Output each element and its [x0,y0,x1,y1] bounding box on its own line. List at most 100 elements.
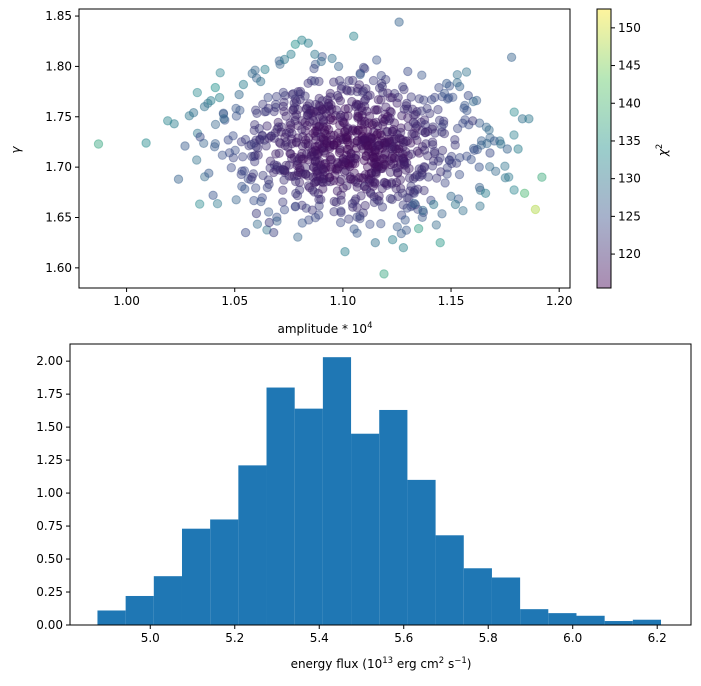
scatter-bulk-point [307,147,317,157]
scatter-bulk-point [410,109,421,120]
scatter-bulk-point [390,143,400,154]
scatter-point [297,35,307,45]
scatter-bulk-point [358,125,368,135]
scatter-bulk-point [341,150,352,161]
scatter-bulk-point [385,193,396,204]
scatter-bulk-point [460,100,470,111]
scatter-bulk-point [356,191,366,201]
scatter-point [513,144,523,154]
colorbar-tick-label: 145 [618,59,641,73]
scatter-bulk-point [312,168,322,179]
scatter-bulk-points [192,52,519,242]
histogram-axes-frame [69,343,692,626]
scatter-bulk-point [315,106,325,116]
scatter-bulk-point [325,114,335,125]
scatter-point [496,139,506,149]
scatter-bulk-point [391,144,402,154]
scatter-point [418,205,428,216]
scatter-bulk-point [379,149,390,160]
scatter-bulk-point [354,112,364,122]
scatter-bulk-point [387,136,397,147]
scatter-bulk-point [462,151,472,161]
scatter-bulk-point [413,184,423,194]
scatter-bulk-point [318,177,328,188]
scatter-bulk-point [297,148,307,159]
scatter-bulk-point [430,148,440,159]
scatter-bulk-point [371,161,382,172]
scatter-bulk-point [372,164,382,174]
scatter-bulk-point [314,139,325,149]
scatter-bulk-point [367,137,377,148]
scatter-bulk-point [408,174,419,184]
scatter-bulk-point [349,168,359,178]
scatter-bulk-point [217,150,228,160]
histogram-bars [97,357,662,625]
scatter-bulk-point [303,141,313,151]
scatter-bulk-point [367,120,377,130]
scatter-bulk-point [275,138,286,149]
scatter-bulk-point [484,125,494,135]
scatter-bulk-point [410,185,420,195]
scatter-bulk-point [423,172,434,182]
scatter-bulk-point [274,148,284,159]
scatter-bulk-point [318,115,329,125]
scatter-bulk-point [421,139,431,149]
scatter-bulk-point [295,165,305,175]
scatter-bulk-point [228,131,238,141]
scatter-bulk-point [305,105,315,115]
scatter-bulk-point [352,86,362,97]
scatter-bulk-point [481,122,492,132]
scatter-bulk-point [314,76,324,87]
scatter-bulk-point [307,185,318,195]
scatter-bulk-point [286,134,297,144]
scatter-bulk-point [342,181,352,191]
scatter-bulk-point [324,172,334,183]
scatter-bulk-point [346,149,356,159]
scatter-bulk-point [277,164,288,175]
scatter-bulk-point [230,145,240,156]
scatter-bulk-point [361,84,371,94]
scatter-bulk-point [376,70,386,81]
scatter-bulk-point [203,98,213,109]
scatter-bulk-point [360,135,370,146]
scatter-bulk-point [289,171,299,181]
scatter-bulk-point [361,138,371,148]
scatter-bulk-point [500,161,510,171]
scatter-bulk-point [387,151,397,162]
scatter-bulk-point [349,224,359,234]
scatter-bulk-point [419,95,429,105]
scatter-bulk-point [399,104,409,114]
scatter-bulk-point [433,104,443,115]
scatter-bulk-point [504,172,514,182]
scatter-bulk-point [335,144,345,154]
scatter-bulk-point [348,124,358,134]
scatter-bulk-point [264,133,274,143]
scatter-bulk-point [314,121,325,131]
scatter-bulk-point [451,158,462,168]
scatter-bulk-point [218,109,229,119]
scatter-bulk-point [263,103,274,114]
scatter-bulk-point [307,205,317,215]
scatter-bulk-point [257,131,267,141]
scatter-bulk-point [321,162,331,173]
scatter-bulk-point [360,94,371,105]
scatter-bulk-point [231,111,242,121]
scatter-bulk-point [425,108,435,119]
scatter-bulk-point [348,175,359,185]
scatter-bulk-point [491,166,501,177]
scatter-bulk-point [370,105,380,115]
scatter-bulk-point [287,128,297,139]
scatter-bulk-point [293,121,303,131]
scatter-bulk-point [401,136,411,147]
scatter-bulk-point [312,162,322,173]
scatter-bulk-point [310,213,321,223]
scatter-point [463,90,473,101]
scatter-bulk-point [250,65,260,75]
scatter-bulk-point [387,194,397,205]
scatter-bulk-point [293,133,303,143]
scatter-bulk-point [293,159,303,169]
scatter-bulk-point [364,144,374,154]
scatter-bulk-point [381,140,391,150]
scatter-bulk-point [343,132,353,142]
scatter-bulk-point [271,91,282,102]
